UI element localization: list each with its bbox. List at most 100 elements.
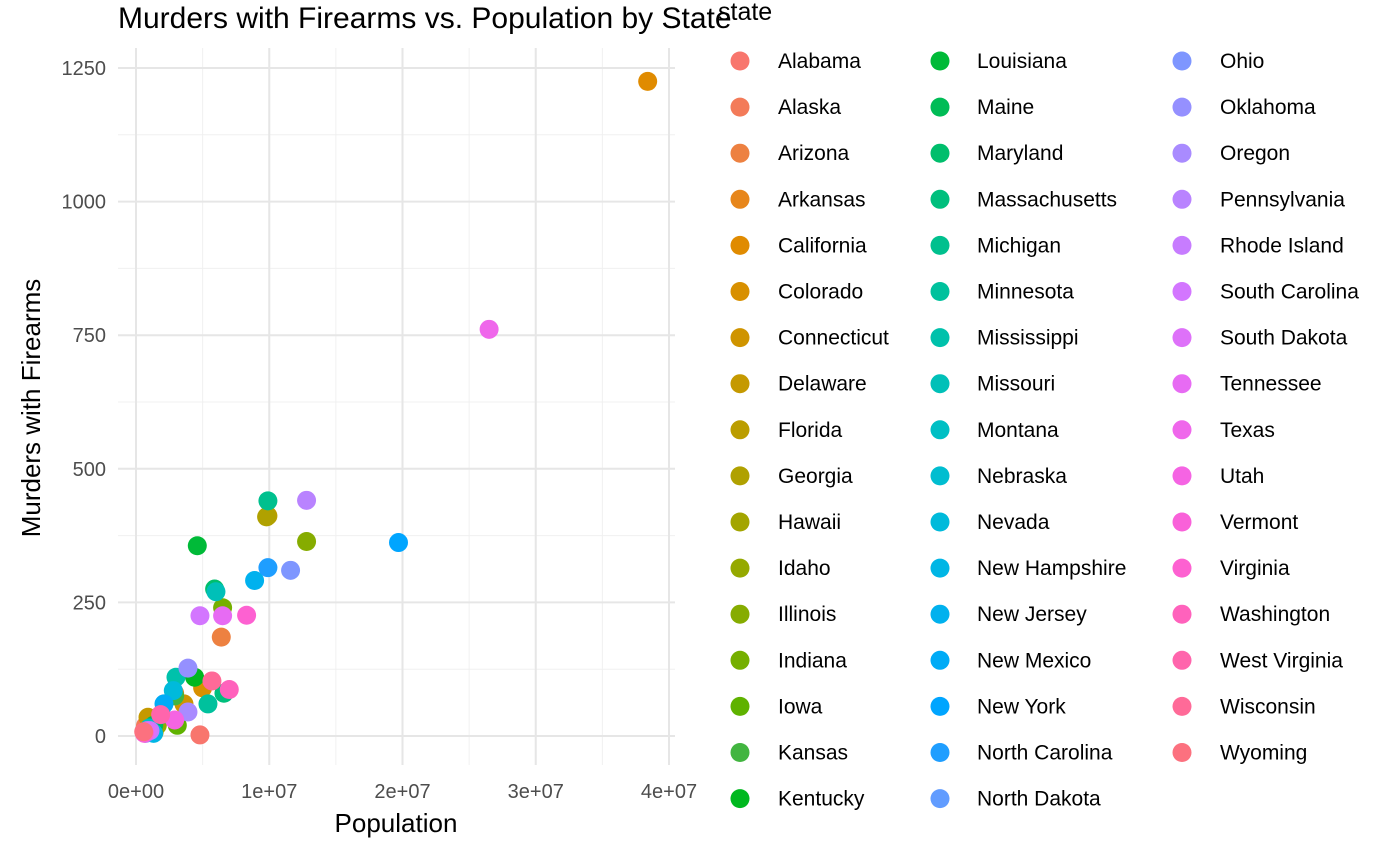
legend-label: New Jersey xyxy=(977,603,1087,626)
x-tick-label: 3e+07 xyxy=(508,781,564,803)
y-tick-label: 1000 xyxy=(62,192,107,214)
legend-key xyxy=(1172,420,1192,440)
y-tick-label: 0 xyxy=(95,726,106,748)
legend-key xyxy=(1172,512,1192,532)
legend-key xyxy=(730,235,750,255)
legend-label: Pennsylvania xyxy=(1220,188,1345,211)
legend-key xyxy=(930,143,950,163)
legend: state Alabama Alaska Arizona Arkansas Califo… xyxy=(718,0,1359,811)
data-point xyxy=(638,71,658,91)
x-axis-title: Population xyxy=(335,808,458,838)
legend-label: Iowa xyxy=(778,695,823,718)
legend-key xyxy=(730,650,750,670)
legend-label: Alabama xyxy=(778,50,861,73)
legend-label: Hawaii xyxy=(778,511,841,534)
plot-grid xyxy=(118,48,675,765)
legend-label: Georgia xyxy=(778,465,853,488)
legend-key xyxy=(1172,604,1192,624)
legend-key xyxy=(930,512,950,532)
legend-label: Delaware xyxy=(778,373,867,396)
legend-key xyxy=(1172,189,1192,209)
legend-label: Missouri xyxy=(977,373,1055,396)
data-points xyxy=(134,71,658,745)
legend-label: Texas xyxy=(1220,419,1275,442)
legend-key xyxy=(730,143,750,163)
legend-key xyxy=(1172,51,1192,71)
x-tick-label: 0e+00 xyxy=(108,781,164,803)
data-point xyxy=(178,658,198,678)
legend-key xyxy=(730,512,750,532)
legend-title: state xyxy=(718,0,772,26)
data-point xyxy=(190,725,210,745)
legend-key xyxy=(1172,466,1192,486)
legend-label: Montana xyxy=(977,419,1059,442)
legend-label: Alaska xyxy=(778,96,841,119)
data-point xyxy=(281,560,301,580)
legend-label: Washington xyxy=(1220,603,1330,626)
legend-label: Connecticut xyxy=(778,327,889,350)
legend-key xyxy=(930,235,950,255)
data-point xyxy=(479,319,499,339)
legend-key xyxy=(930,604,950,624)
legend-key xyxy=(930,189,950,209)
legend-label: West Virginia xyxy=(1220,649,1343,672)
legend-label: Ohio xyxy=(1220,50,1264,73)
y-tick-label: 1250 xyxy=(62,58,107,80)
legend-label: Nevada xyxy=(977,511,1050,534)
legend-label: Virginia xyxy=(1220,557,1290,580)
legend-label: Vermont xyxy=(1220,511,1298,534)
legend-label: California xyxy=(778,234,867,257)
x-tick-label: 2e+07 xyxy=(374,781,430,803)
data-point xyxy=(297,490,317,510)
legend-key xyxy=(930,558,950,578)
legend-key xyxy=(730,97,750,117)
data-point xyxy=(202,671,222,691)
legend-label: Utah xyxy=(1220,465,1264,488)
y-tick-label: 500 xyxy=(73,459,106,481)
y-axis-title: Murders with Firearms xyxy=(16,279,46,538)
legend-key xyxy=(930,650,950,670)
legend-label: South Carolina xyxy=(1220,281,1359,304)
legend-label: Tennessee xyxy=(1220,373,1322,396)
legend-key xyxy=(930,696,950,716)
legend-key xyxy=(1172,143,1192,163)
y-tick-label: 750 xyxy=(73,325,106,347)
legend-label: Florida xyxy=(778,419,843,442)
data-point xyxy=(219,680,239,700)
legend-label: Mississippi xyxy=(977,327,1079,350)
legend-label: New Mexico xyxy=(977,649,1091,672)
legend-label: Kansas xyxy=(778,742,848,765)
x-tick-label: 4e+07 xyxy=(641,781,697,803)
legend-key xyxy=(1172,696,1192,716)
data-point xyxy=(198,694,218,714)
legend-key xyxy=(930,51,950,71)
legend-label: Illinois xyxy=(778,603,836,626)
data-point xyxy=(258,558,278,578)
legend-key xyxy=(730,696,750,716)
legend-key xyxy=(1172,743,1192,762)
data-point xyxy=(213,606,233,626)
legend-key xyxy=(930,420,950,440)
data-point xyxy=(206,582,226,602)
legend-key xyxy=(930,328,950,348)
data-point xyxy=(389,533,409,553)
legend-label: Nebraska xyxy=(977,465,1067,488)
legend-key xyxy=(1172,328,1192,348)
data-point xyxy=(190,606,210,626)
legend-label: Michigan xyxy=(977,234,1061,257)
data-point xyxy=(163,681,183,701)
legend-label: Louisiana xyxy=(977,50,1067,73)
legend-key xyxy=(730,282,750,301)
legend-label: Wisconsin xyxy=(1220,695,1316,718)
data-point xyxy=(187,536,207,556)
legend-label: Idaho xyxy=(778,557,831,580)
legend-label: Arkansas xyxy=(778,188,866,211)
legend-label: South Dakota xyxy=(1220,327,1348,350)
legend-key xyxy=(730,558,750,578)
data-point xyxy=(211,627,231,647)
legend-key xyxy=(730,189,750,209)
data-point xyxy=(237,605,257,625)
legend-key xyxy=(1172,97,1192,117)
legend-key xyxy=(730,466,750,486)
data-point xyxy=(245,570,265,590)
